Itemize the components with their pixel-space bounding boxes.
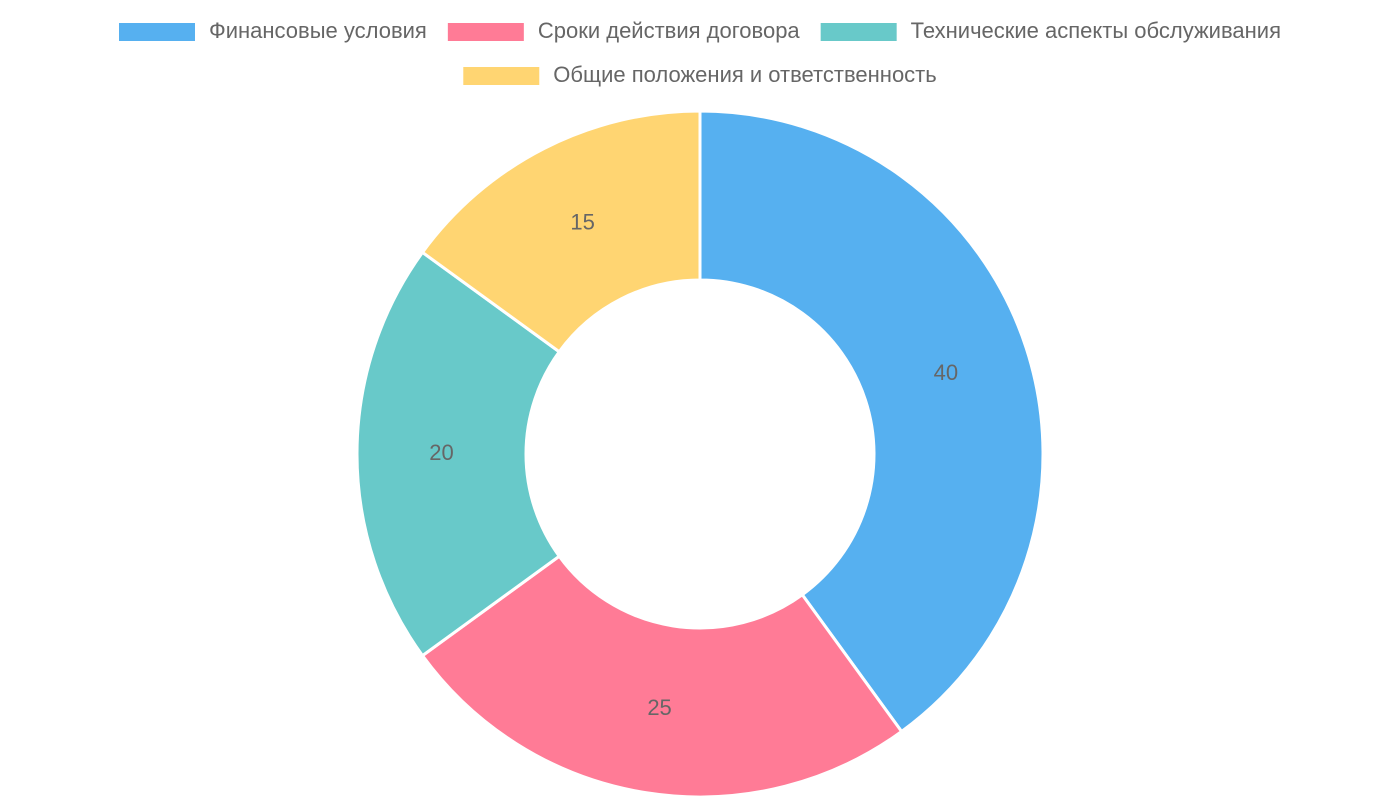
value-label: 15 [570,209,594,234]
legend-item: Финансовые условия [119,18,427,43]
legend-text: Сроки действия договора [538,18,801,43]
slice [698,109,1045,734]
legend-text: Финансовые условия [209,18,427,43]
slice [355,250,562,658]
value-label: 25 [647,695,671,720]
legend-text: Общие положения и ответственность [553,62,936,87]
legend-swatch [463,67,540,85]
legend-swatch [447,23,524,41]
slice [420,554,904,799]
legend-item: Технические аспекты обслуживания [820,18,1281,43]
slice [420,109,702,354]
legend-item: Сроки действия договора [447,18,801,43]
legend-swatch [119,23,195,41]
legend-swatch [820,23,897,41]
legend-text: Технические аспекты обслуживания [911,18,1281,43]
value-label: 40 [934,360,958,385]
value-label: 20 [429,440,453,465]
legend-item: Общие положения и ответственность [463,62,937,87]
